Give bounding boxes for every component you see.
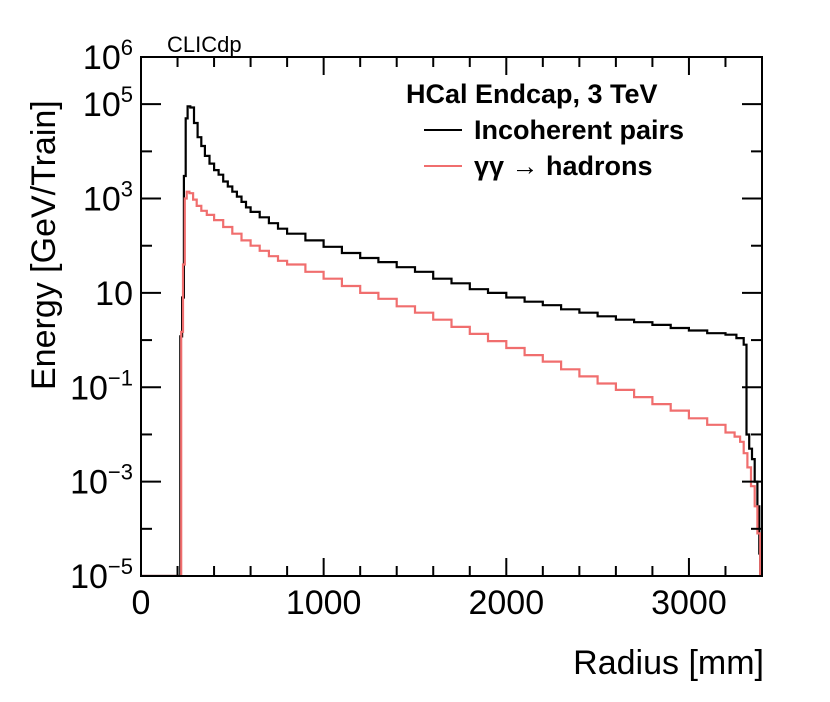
x-tick-label: 1000 (286, 584, 362, 622)
x-tick-label: 3000 (651, 584, 727, 622)
y-tick-label: 105 (83, 82, 133, 124)
legend-label-incoherent-pairs: Incoherent pairs (474, 115, 684, 145)
y-tick-label: 10−3 (70, 460, 133, 502)
plot-frame (140, 56, 763, 577)
legend: HCal Endcap, 3 TeV Incoherent pairs γγ →… (406, 79, 684, 181)
y-axis-title: Energy [GeV/Train] (25, 100, 63, 390)
y-tick-label: 10−5 (70, 554, 133, 596)
series-layer (141, 105, 762, 576)
series-gamma-gamma-hadrons-line (141, 190, 762, 576)
y-tick-label: 106 (83, 35, 133, 77)
x-tick-label: 0 (132, 584, 151, 622)
clicdp-tag: CLICdp (167, 32, 242, 57)
legend-label-gamma-gamma-hadrons: γγ → hadrons (474, 151, 653, 181)
y-tick-label: 103 (83, 177, 133, 219)
y-tick-label: 10−1 (70, 365, 133, 407)
x-tick-label: 2000 (468, 584, 544, 622)
x-axis-title: Radius [mm] (573, 644, 764, 682)
legend-title: HCal Endcap, 3 TeV (406, 79, 658, 109)
tick-labels: 0 1000 2000 3000 10−5 10−3 10−1 10 103 105 106 (70, 35, 727, 622)
y-tick-label: 10 (95, 275, 133, 313)
series-incoherent-pairs-line (141, 105, 762, 576)
